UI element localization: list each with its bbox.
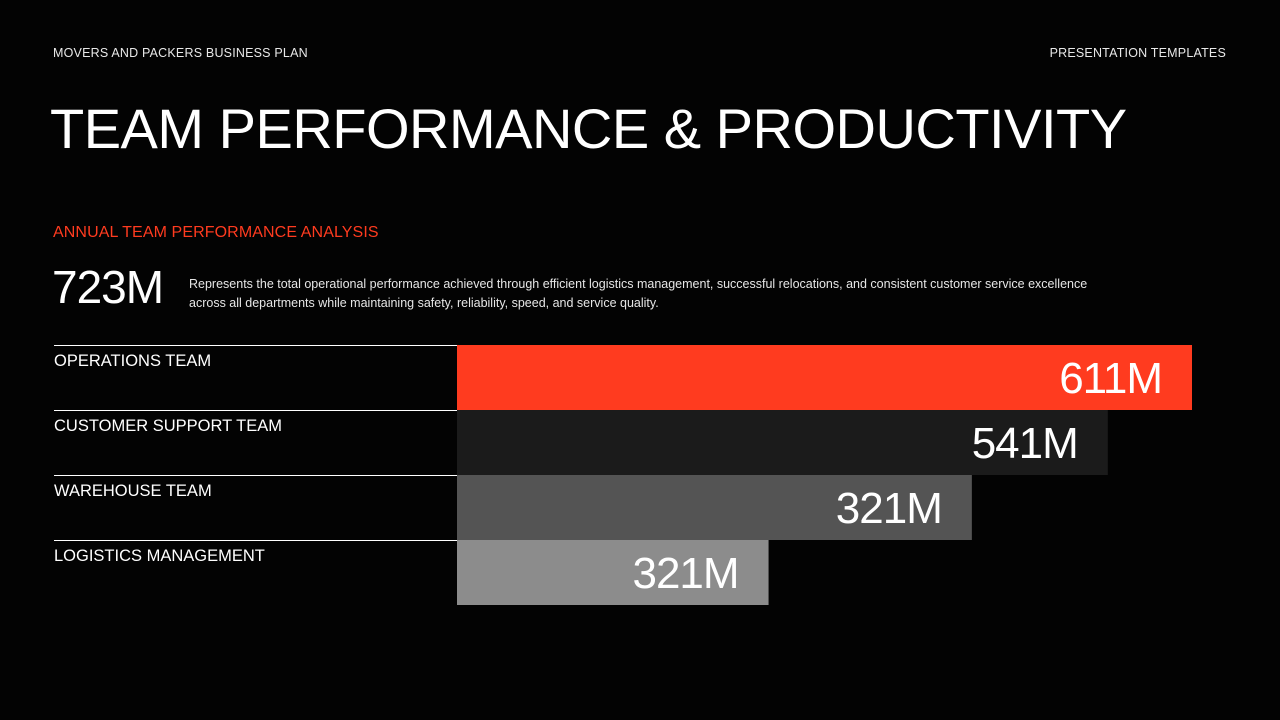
- bar-value-label: 321M: [632, 549, 738, 598]
- bar: [457, 410, 1108, 475]
- category-label: WAREHOUSE TEAM: [54, 482, 212, 500]
- category-label: LOGISTICS MANAGEMENT: [54, 547, 265, 565]
- bar: [457, 345, 1192, 410]
- bar-value-label: 321M: [836, 484, 942, 533]
- bar: [457, 475, 972, 540]
- category-label: OPERATIONS TEAM: [54, 352, 211, 370]
- highlight-value: 723M: [52, 261, 164, 313]
- highlight-description: Represents the total operational perform…: [189, 277, 1088, 310]
- bar-value-label: 611M: [1059, 354, 1162, 403]
- category-label: CUSTOMER SUPPORT TEAM: [54, 417, 282, 435]
- header-right: PRESENTATION TEMPLATES: [1049, 46, 1226, 60]
- section-subtitle: ANNUAL TEAM PERFORMANCE ANALYSIS: [53, 224, 379, 241]
- page-title: TEAM PERFORMANCE & PRODUCTIVITY: [50, 97, 1127, 160]
- bar-value-label: 541M: [972, 419, 1078, 468]
- bar: [457, 540, 769, 605]
- header-left: MOVERS AND PACKERS BUSINESS PLAN: [53, 46, 308, 60]
